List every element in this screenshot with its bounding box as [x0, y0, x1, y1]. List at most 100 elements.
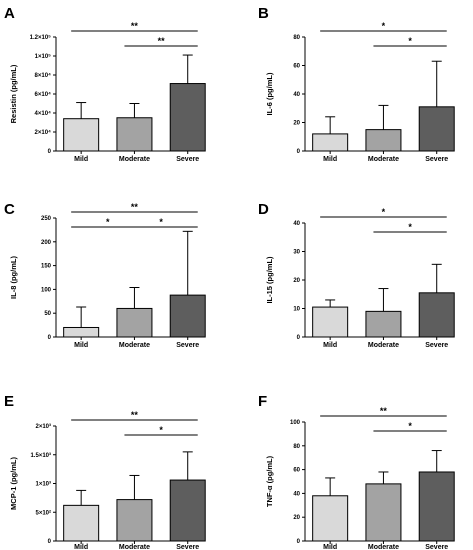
- category-label: Mild: [323, 544, 337, 550]
- y-tick-label: 2×10³: [35, 423, 51, 430]
- significance-marker: **: [131, 202, 139, 212]
- y-tick-label: 30: [293, 250, 300, 256]
- y-tick-label: 250: [41, 216, 52, 222]
- y-tick-label: 0: [297, 149, 301, 155]
- category-label: Moderate: [368, 544, 399, 550]
- y-tick-label: 50: [44, 311, 51, 317]
- y-axis-title: IL-15 (pg/mL): [265, 256, 274, 304]
- category-label: Severe: [176, 156, 199, 163]
- category-label: Moderate: [119, 342, 150, 349]
- y-tick-label: 80: [293, 444, 300, 450]
- bar-moderate: [365, 129, 402, 152]
- panel-letter: E: [4, 393, 14, 410]
- bar-severe: [418, 471, 455, 542]
- bar-moderate: [365, 483, 402, 542]
- significance-marker: *: [159, 425, 163, 435]
- y-tick-label: 20: [293, 121, 300, 127]
- category-label: Mild: [323, 342, 337, 349]
- bar-mild: [63, 504, 100, 542]
- significance-marker: **: [380, 406, 388, 416]
- panel-letter: D: [258, 201, 269, 218]
- y-axis-title: IL-8 (pg/mL): [9, 256, 18, 299]
- y-tick-label: 5×10²: [35, 509, 51, 516]
- y-tick-label: 60: [293, 468, 300, 474]
- y-tick-label: 40: [293, 221, 300, 227]
- y-tick-label: 20: [293, 278, 300, 284]
- bar-severe: [169, 294, 206, 338]
- y-tick-label: 10: [293, 307, 300, 313]
- category-label: Moderate: [368, 156, 399, 163]
- significance-marker: *: [408, 36, 412, 46]
- bar-mild: [312, 133, 349, 152]
- y-tick-label: 200: [41, 240, 52, 246]
- y-tick-label: 150: [41, 264, 52, 270]
- panel-d: D 0 10 20 30 40 IL-15 (pg/mL) Mild Moderate Sever…: [258, 201, 455, 349]
- bar-mild: [63, 118, 100, 152]
- y-tick-label: 1×10⁵: [35, 54, 52, 60]
- y-tick-label: 100: [290, 420, 301, 426]
- y-tick-label: 0: [297, 335, 301, 341]
- y-tick-label: 0: [48, 539, 52, 545]
- bar-moderate: [116, 117, 153, 152]
- significance-marker: **: [131, 21, 139, 31]
- category-label: Moderate: [119, 156, 150, 163]
- bar-severe: [169, 479, 206, 542]
- panel-f: F 0 20 40 60 80 100 TNF-α (pg/mL) Mild Moderate Se…: [258, 393, 455, 550]
- category-label: Moderate: [119, 544, 150, 550]
- panel-letter: B: [258, 5, 269, 22]
- y-tick-label: 1.2×10⁵: [30, 35, 52, 41]
- significance-marker: *: [382, 207, 386, 217]
- category-label: Severe: [425, 544, 448, 550]
- y-axis-title: Resistin (pg/mL): [9, 64, 18, 123]
- bar-severe: [418, 106, 455, 152]
- panel-b: B 0 20 40 60 80 IL-6 (pg/mL) Mild Moderate Severe…: [258, 5, 455, 163]
- bar-mild: [312, 306, 349, 338]
- y-axis-title: TNF-α (pg/mL): [265, 455, 274, 507]
- panel-e: E 0 5×10² 1×10³ 1.5×10³ 2×10³ MCP-1 (pg/mL) Mil…: [4, 393, 206, 550]
- significance-marker: *: [382, 21, 386, 31]
- y-tick-label: 4×10⁴: [35, 111, 52, 117]
- significance-marker: *: [408, 222, 412, 232]
- y-tick-label: 60: [293, 64, 300, 70]
- y-axis-title: MCP-1 (pg/mL): [9, 457, 18, 510]
- category-label: Mild: [74, 342, 88, 349]
- y-tick-label: 40: [293, 491, 300, 497]
- y-tick-label: 20: [293, 515, 300, 521]
- bar-moderate: [116, 499, 153, 542]
- y-tick-label: 0: [48, 149, 52, 155]
- significance-marker: **: [131, 410, 139, 420]
- significance-marker: *: [106, 217, 110, 227]
- y-tick-label: 6×10⁴: [35, 92, 52, 98]
- bar-mild: [312, 495, 349, 542]
- y-tick-label: 0: [48, 335, 52, 341]
- category-label: Mild: [74, 156, 88, 163]
- y-axis-title: IL-6 (pg/mL): [265, 72, 274, 115]
- significance-marker: **: [158, 36, 166, 46]
- y-tick-label: 2×10⁴: [35, 130, 52, 136]
- category-label: Mild: [323, 156, 337, 163]
- category-label: Severe: [176, 342, 199, 349]
- panel-a: A 0 2×10⁴ 4×10⁴ 6×10⁴ 8×10⁴ 1×10⁵ 1.2×10⁵ Resist…: [4, 5, 206, 163]
- category-label: Moderate: [368, 342, 399, 349]
- y-tick-label: 40: [293, 92, 300, 98]
- category-label: Severe: [425, 342, 448, 349]
- bar-severe: [418, 292, 455, 338]
- category-label: Severe: [176, 544, 199, 550]
- y-tick-label: 1×10³: [35, 481, 51, 488]
- category-label: Mild: [74, 544, 88, 550]
- y-tick-label: 0: [297, 539, 301, 545]
- panel-letter: F: [258, 393, 267, 410]
- bar-mild: [63, 326, 100, 338]
- y-tick-label: 1.5×10³: [30, 452, 51, 459]
- y-tick-label: 8×10⁴: [35, 73, 52, 79]
- panel-letter: C: [4, 201, 15, 218]
- panel-letter: A: [4, 5, 15, 22]
- panel-c: C 0 50 100 150 200 250 IL-8 (pg/mL) Mild Moderate…: [4, 201, 206, 349]
- y-tick-label: 80: [293, 35, 300, 41]
- y-tick-label: 100: [41, 287, 52, 293]
- bar-severe: [169, 83, 206, 152]
- bar-moderate: [116, 307, 153, 338]
- significance-marker: *: [408, 421, 412, 431]
- category-label: Severe: [425, 156, 448, 163]
